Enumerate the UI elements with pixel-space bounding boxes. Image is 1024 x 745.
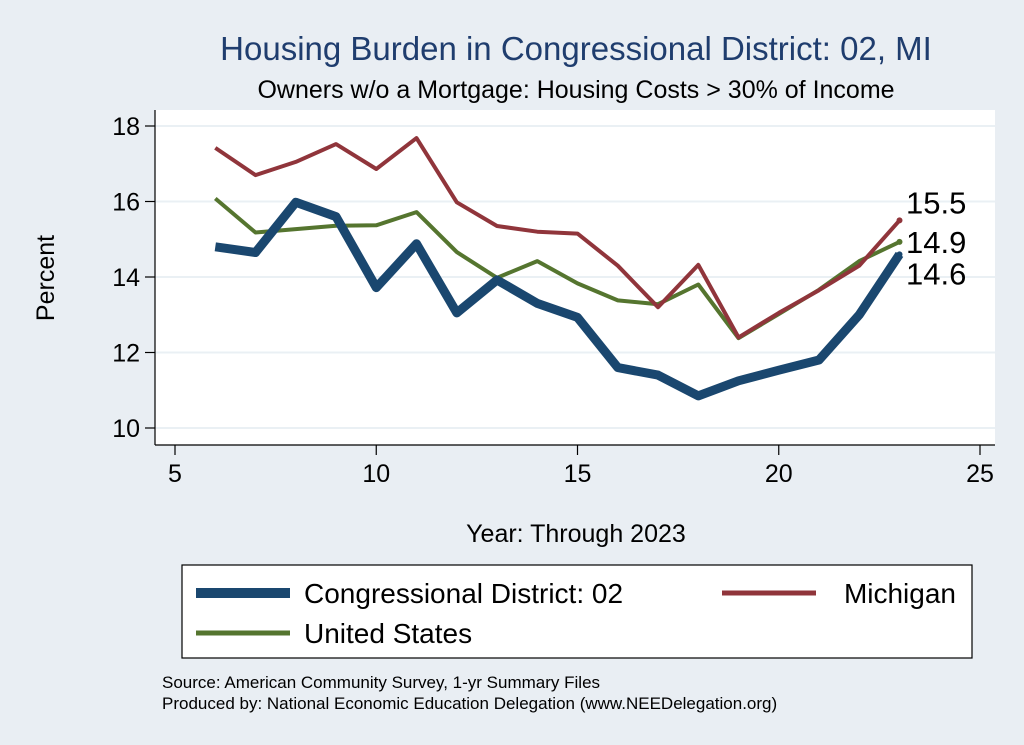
end-labels: 15.5 14.914.6	[896, 185, 966, 291]
y-axis-ticks: 10 12 14 16 18	[112, 113, 155, 443]
x-tick-label: 5	[168, 460, 182, 488]
source-note: Source: American Community Survey, 1-yr …	[162, 673, 600, 692]
y-tick-label: 16	[112, 189, 140, 217]
legend-items: Congressional District: 02 Michigan United…	[196, 578, 956, 649]
end-point-1	[896, 217, 903, 224]
x-tick-label: 25	[966, 460, 994, 488]
produced-by-note: Produced by: National Economic Education…	[162, 694, 777, 713]
y-tick-label: 10	[112, 415, 140, 443]
x-tick-label: 15	[564, 460, 592, 488]
legend	[181, 564, 973, 659]
y-tick-label: 14	[112, 264, 140, 292]
legend-label-2: United States	[304, 618, 472, 649]
series-line-1	[214, 136, 901, 340]
end-point-0	[896, 251, 903, 258]
legend-label-0: Congressional District: 02	[304, 578, 623, 609]
x-axis-ticks: 5 10 15 20 25	[168, 445, 994, 488]
x-tick-label: 10	[362, 460, 390, 488]
series-lines	[214, 136, 904, 401]
y-tick-label: 18	[112, 113, 140, 141]
x-axis-label: Year: Through 2023	[466, 520, 686, 548]
chart-title: Housing Burden in Congressional District…	[220, 30, 932, 67]
x-tick-label: 20	[765, 460, 793, 488]
y-tick-label: 12	[112, 340, 140, 368]
chart-subtitle: Owners w/o a Mortgage: Housing Costs > 3…	[257, 76, 894, 104]
y-axis-label: Percent	[32, 235, 60, 321]
legend-label-1: Michigan	[844, 578, 956, 609]
end-label-2: 14.9	[906, 225, 966, 260]
end-point-2	[896, 238, 903, 245]
series-line-0	[214, 197, 904, 401]
end-label-0: 14.6	[906, 256, 966, 291]
end-label-1: 15.5	[906, 185, 966, 220]
